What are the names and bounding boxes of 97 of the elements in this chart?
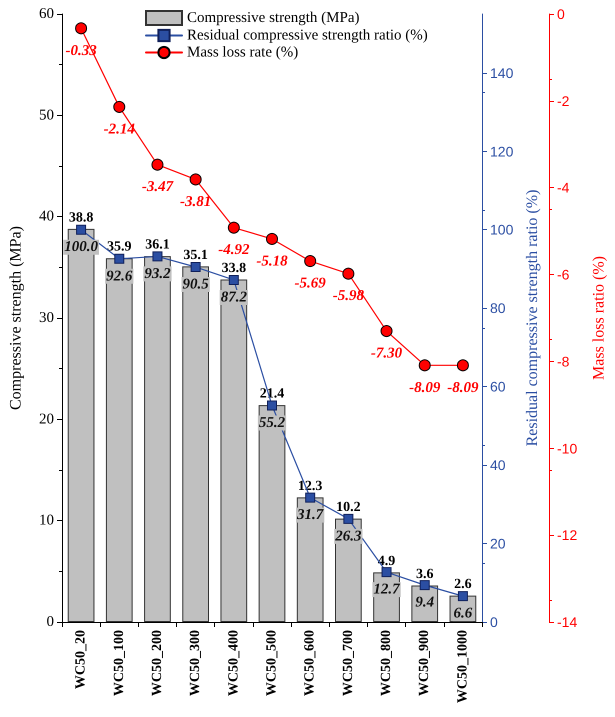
point	[76, 224, 86, 235]
point	[382, 567, 392, 578]
data-label: 4.9	[378, 554, 396, 569]
legend-label: Residual compressive strength ratio (%)	[187, 28, 428, 44]
data-label: -2.14	[104, 121, 136, 138]
point	[305, 492, 316, 503]
data-label: -7.30	[370, 346, 403, 362]
y3-tick-label: -2	[557, 92, 570, 109]
x-tick-label: WC50_700	[340, 630, 356, 696]
data-label: 38.8	[68, 210, 94, 226]
point	[151, 158, 164, 171]
y2-tick-label: 40	[490, 457, 506, 474]
data-label: 36.1	[145, 238, 170, 253]
y-tick-label: 0	[46, 614, 54, 630]
point	[343, 514, 354, 524]
point	[152, 251, 162, 262]
x-tick-label: WC50_800	[379, 630, 394, 696]
point	[267, 400, 277, 410]
x-tick-label: WC50_200	[150, 630, 165, 696]
y3-tick-label: -14	[557, 614, 578, 630]
data-label: -8.09	[409, 380, 441, 396]
data-label: 87.2	[220, 289, 248, 306]
data-label: -4.92	[218, 242, 250, 258]
point	[458, 591, 468, 602]
y-axis-title: Compressive strength (MPa)	[8, 226, 24, 410]
y2-tick-label: 80	[490, 300, 506, 316]
x-tick-label: WC50_500	[264, 630, 280, 696]
point	[114, 254, 124, 264]
bar	[258, 405, 286, 622]
data-label: 9.4	[415, 594, 435, 611]
bar	[106, 258, 133, 622]
legend-label: Mass loss rate (%)	[187, 44, 298, 60]
point	[190, 262, 201, 272]
x-tick-label: WC50_20	[74, 630, 89, 690]
point	[456, 359, 469, 372]
y-tick-label: 60	[39, 6, 54, 22]
y-tick-label: 10	[39, 512, 54, 529]
point	[420, 580, 430, 590]
data-label: 12.7	[373, 582, 400, 598]
bar	[220, 279, 248, 622]
data-label: -3.81	[180, 194, 212, 210]
point	[190, 173, 202, 186]
y2-tick-label: 20	[490, 536, 506, 552]
data-label: 35.1	[183, 248, 208, 263]
data-label: -5.18	[256, 253, 288, 270]
data-label: 31.7	[296, 507, 324, 524]
point	[228, 274, 239, 285]
point	[304, 255, 316, 268]
x-tick-label: WC50_1000	[455, 630, 470, 704]
bar	[144, 256, 171, 622]
y3-tick-label: -10	[557, 440, 578, 456]
y3-tick-label: -4	[557, 180, 570, 196]
data-label: 90.5	[182, 276, 210, 293]
x-tick-label: WC50_400	[226, 630, 242, 696]
point	[228, 222, 240, 234]
y-tick-label: 40	[39, 208, 54, 225]
data-label: 33.8	[222, 260, 246, 276]
y3-tick-label: -6	[557, 266, 570, 283]
y3-axis-title: Mass loss ratio (%)	[590, 256, 608, 380]
data-label: 100.0	[64, 239, 98, 256]
point	[266, 232, 278, 245]
point	[75, 22, 88, 34]
data-label: 6.6	[454, 606, 473, 622]
point	[342, 268, 354, 280]
data-label: 93.2	[144, 266, 172, 282]
data-label: -8.09	[447, 380, 480, 396]
point	[380, 325, 393, 338]
bar	[182, 266, 209, 622]
y3-tick-label: 0	[557, 6, 565, 22]
x-tick-label: WC50_900	[417, 630, 432, 696]
data-label: -5.69	[294, 276, 326, 292]
data-label: 3.6	[416, 567, 434, 582]
data-label: 35.9	[107, 240, 132, 255]
y2-tick-label: 0	[490, 614, 498, 630]
data-label: -5.98	[332, 288, 364, 304]
y3-tick-label: -12	[557, 527, 578, 544]
x-tick-label: WC50_100	[112, 630, 127, 696]
point	[113, 100, 126, 113]
point	[418, 359, 431, 372]
x-tick-label: WC50_300	[188, 630, 204, 696]
y-tick-label: 20	[39, 411, 54, 428]
y2-tick-label: 120	[490, 143, 514, 160]
y3-tick-label: -8	[557, 353, 570, 370]
y-tick-label: 50	[39, 107, 54, 124]
data-label: 26.3	[334, 528, 362, 544]
data-label: 10.2	[336, 500, 361, 516]
y2-tick-label: 140	[490, 64, 514, 81]
data-label: -3.47	[142, 179, 174, 196]
data-label: 92.6	[106, 268, 133, 284]
data-label: 55.2	[258, 414, 286, 431]
y2-tick-label: 60	[490, 378, 506, 395]
y-tick-label: 30	[39, 310, 54, 326]
x-tick-label: WC50_600	[302, 630, 318, 696]
y2-tick-label: 100	[490, 222, 514, 238]
legend-label: Compressive strength (MPa)	[187, 10, 360, 26]
y2-axis-title: Residual compressive strength ratio (%)	[524, 190, 541, 446]
data-label: 2.6	[454, 577, 472, 592]
